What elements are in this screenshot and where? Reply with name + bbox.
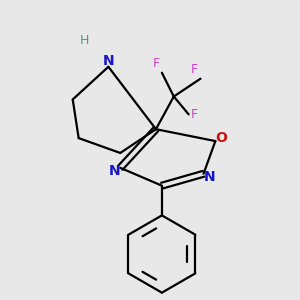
Text: N: N [204,170,215,184]
Text: F: F [191,63,198,76]
Text: F: F [152,57,160,70]
Text: F: F [191,108,198,121]
Text: N: N [103,54,114,68]
Text: O: O [215,131,227,145]
Text: H: H [80,34,89,46]
Text: N: N [109,164,120,178]
